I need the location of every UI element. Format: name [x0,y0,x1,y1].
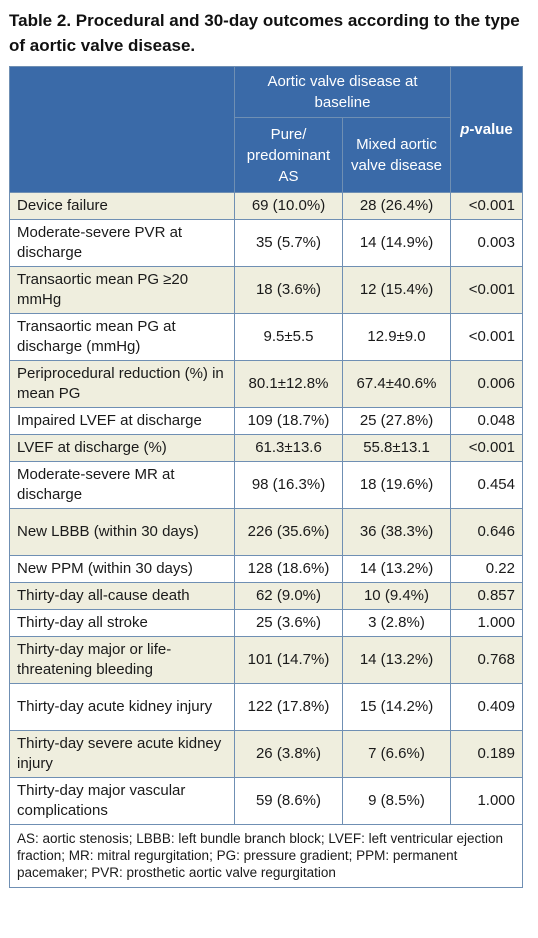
group-header: Aortic valve disease at baseline [234,66,451,118]
cell-pure-as: 59 (8.6%) [234,777,343,825]
table-row: Impaired LVEF at discharge 109 (18.7%) 25 … [9,407,523,435]
row-label: Thirty-day all stroke [9,609,235,637]
cell-pure-as: 128 (18.6%) [234,555,343,583]
cell-pure-as: 35 (5.7%) [234,219,343,267]
column-header-pure-as: Pure/ predominant AS [234,117,343,193]
table-row: Device failure 69 (10.0%) 28 (26.4%) <0.001 [9,192,523,220]
cell-mixed: 14 (13.2%) [342,555,451,583]
cell-pvalue: <0.001 [450,434,523,462]
row-label: Moderate-severe PVR at discharge [9,219,235,267]
pvalue-header-rest: -value [469,121,513,138]
cell-pvalue: 0.768 [450,636,523,684]
cell-pvalue: 0.189 [450,730,523,778]
cell-pure-as: 18 (3.6%) [234,266,343,314]
cell-pure-as: 26 (3.8%) [234,730,343,778]
cell-mixed: 12.9±9.0 [342,313,451,361]
outcomes-table: Aortic valve disease at baseline p-value… [9,66,523,888]
cell-pure-as: 62 (9.0%) [234,582,343,610]
cell-pvalue: 1.000 [450,609,523,637]
row-label: New LBBB (within 30 days) [9,508,235,556]
table-row: LVEF at discharge (%) 61.3±13.6 55.8±13.1 <… [9,434,523,462]
cell-mixed: 18 (19.6%) [342,461,451,509]
cell-pure-as: 9.5±5.5 [234,313,343,361]
cell-pure-as: 109 (18.7%) [234,407,343,435]
row-label: Thirty-day major or life-threatening ble… [9,636,235,684]
cell-mixed: 9 (8.5%) [342,777,451,825]
cell-pvalue: <0.001 [450,313,523,361]
cell-pure-as: 122 (17.8%) [234,683,343,731]
row-label: LVEF at discharge (%) [9,434,235,462]
cell-mixed: 14 (13.2%) [342,636,451,684]
table-row: Thirty-day severe acute kidney injury 26 … [9,730,523,778]
cell-pvalue: 0.22 [450,555,523,583]
cell-pvalue: 0.003 [450,219,523,267]
row-label-header [9,66,235,193]
cell-pure-as: 101 (14.7%) [234,636,343,684]
cell-pvalue: 0.006 [450,360,523,408]
table-row: New LBBB (within 30 days) 226 (35.6%) 36 (… [9,508,523,556]
cell-mixed: 55.8±13.1 [342,434,451,462]
row-label: Thirty-day severe acute kidney injury [9,730,235,778]
table-row: Thirty-day acute kidney injury 122 (17.8%… [9,683,523,731]
cell-mixed: 3 (2.8%) [342,609,451,637]
cell-pure-as: 61.3±13.6 [234,434,343,462]
table-row: Transaortic mean PG ≥20 mmHg 18 (3.6%) 12 … [9,266,523,314]
cell-mixed: 67.4±40.6% [342,360,451,408]
cell-mixed: 14 (14.9%) [342,219,451,267]
cell-pvalue: 0.646 [450,508,523,556]
cell-pvalue: <0.001 [450,266,523,314]
table-row: Thirty-day major or life-threatening ble… [9,636,523,684]
cell-pure-as: 226 (35.6%) [234,508,343,556]
table-row: New PPM (within 30 days) 128 (18.6%) 14 (1… [9,555,523,583]
cell-pvalue: 0.409 [450,683,523,731]
cell-mixed: 15 (14.2%) [342,683,451,731]
cell-pvalue: 0.454 [450,461,523,509]
pvalue-header: p-value [450,66,523,193]
cell-pvalue: <0.001 [450,192,523,220]
table-row: Thirty-day all-cause death 62 (9.0%) 10 (9… [9,582,523,610]
cell-mixed: 28 (26.4%) [342,192,451,220]
row-label: Device failure [9,192,235,220]
cell-pvalue: 0.857 [450,582,523,610]
row-label: Thirty-day acute kidney injury [9,683,235,731]
row-label: Thirty-day all-cause death [9,582,235,610]
row-label: New PPM (within 30 days) [9,555,235,583]
table-row: Thirty-day all stroke 25 (3.6%) 3 (2.8%) 1.… [9,609,523,637]
cell-pure-as: 98 (16.3%) [234,461,343,509]
column-header-mixed: Mixed aortic valve disease [342,117,451,193]
footnote: AS: aortic stenosis; LBBB: left bundle b… [9,824,523,888]
row-label: Impaired LVEF at discharge [9,407,235,435]
row-label: Moderate-severe MR at discharge [9,461,235,509]
cell-pure-as: 80.1±12.8% [234,360,343,408]
table-row: Thirty-day major vascular complications 5… [9,777,523,825]
cell-pvalue: 0.048 [450,407,523,435]
pvalue-header-italic: p [460,121,470,138]
table-row: Transaortic mean PG at discharge (mmHg) 9… [9,313,523,361]
cell-mixed: 12 (15.4%) [342,266,451,314]
table-row: Periprocedural reduction (%) in mean PG 8… [9,360,523,408]
table-body: Device failure 69 (10.0%) 28 (26.4%) <0.001… [9,192,523,825]
cell-pvalue: 1.000 [450,777,523,825]
row-label: Transaortic mean PG at discharge (mmHg) [9,313,235,361]
cell-pure-as: 69 (10.0%) [234,192,343,220]
row-label: Thirty-day major vascular complications [9,777,235,825]
cell-mixed: 10 (9.4%) [342,582,451,610]
table-row: Moderate-severe MR at discharge 98 (16.3%… [9,461,523,509]
table-title: Table 2. Procedural and 30-day outcomes … [9,11,520,55]
table-row: Moderate-severe PVR at discharge 35 (5.7%… [9,219,523,267]
row-label: Transaortic mean PG ≥20 mmHg [9,266,235,314]
cell-mixed: 36 (38.3%) [342,508,451,556]
cell-mixed: 25 (27.8%) [342,407,451,435]
row-label: Periprocedural reduction (%) in mean PG [9,360,235,408]
cell-pure-as: 25 (3.6%) [234,609,343,637]
cell-mixed: 7 (6.6%) [342,730,451,778]
